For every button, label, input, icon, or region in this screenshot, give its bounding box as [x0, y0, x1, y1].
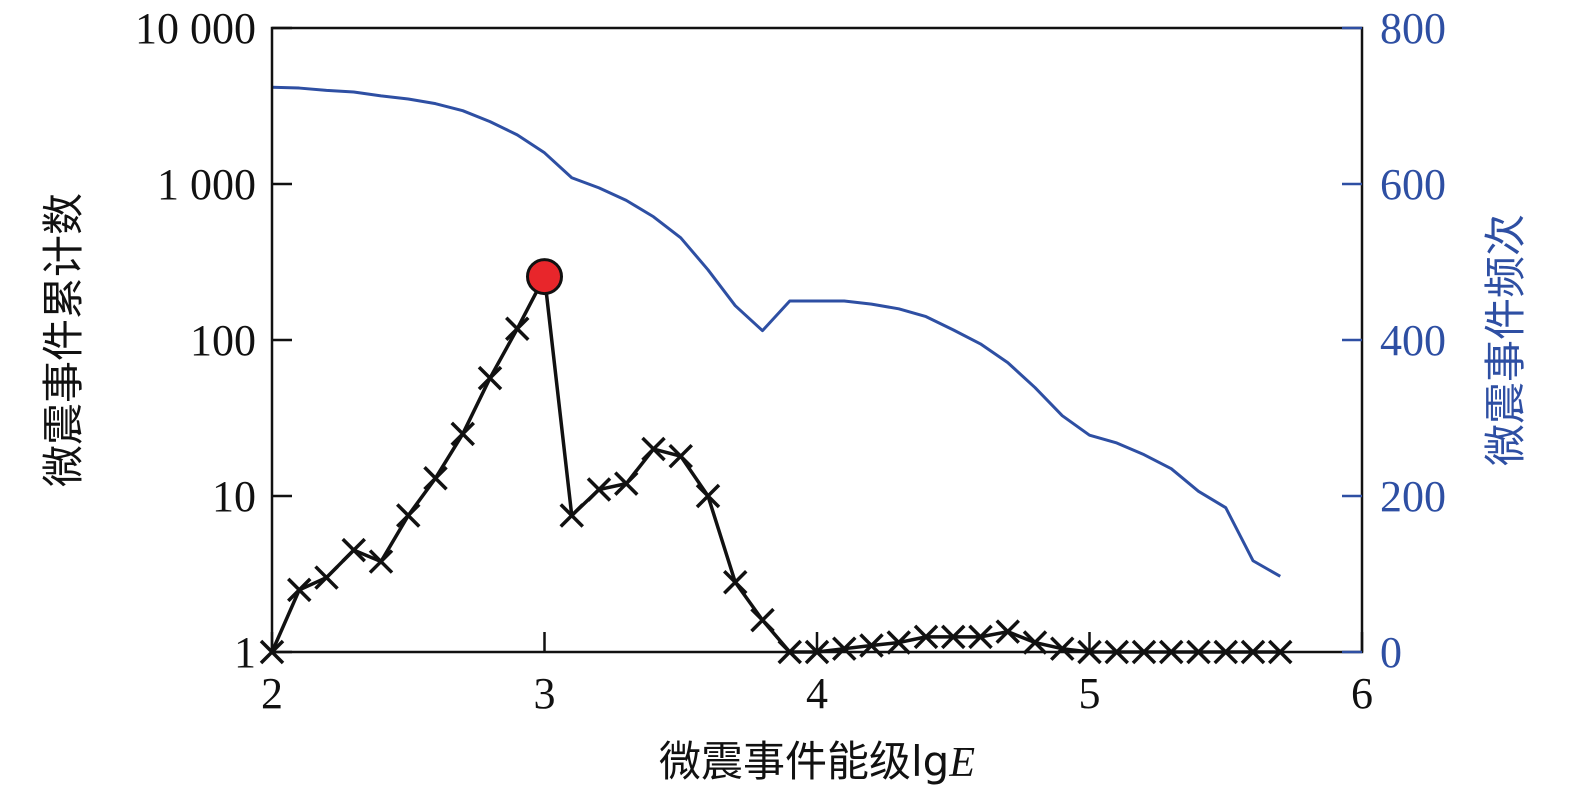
- cumulative-point-marker: [995, 619, 1020, 644]
- x-tick-label: 3: [534, 669, 556, 718]
- cumulative-point-marker: [1022, 630, 1048, 655]
- cumulative-point-marker: [968, 624, 993, 650]
- y-right-tick-label: 200: [1380, 472, 1446, 521]
- y-left-tick-label: 10: [212, 472, 256, 521]
- cumulative-point-marker: [695, 483, 721, 509]
- cumulative-point-marker: [423, 465, 448, 491]
- x-tick-label: 2: [261, 669, 283, 718]
- cumulative-point-marker: [941, 624, 966, 650]
- cumulative-point-marker: [614, 471, 639, 496]
- frequency-series-line: [271, 85, 1281, 578]
- right-series-layer: [271, 85, 1281, 578]
- labels-layer: 微震事件能级lgE 微震事件累计数 微震事件频次: [39, 193, 1530, 786]
- y-right-tick-label: 800: [1380, 4, 1446, 53]
- cumulative-point-marker: [505, 316, 530, 342]
- cumulative-point-marker: [1050, 636, 1075, 661]
- cumulative-point-marker: [450, 421, 475, 447]
- y-right-tick-label: 600: [1380, 160, 1446, 209]
- y-left-tick-label: 1 000: [157, 160, 256, 209]
- cumulative-point-marker: [586, 477, 612, 502]
- y-left-tick-label: 100: [190, 316, 256, 365]
- x-tick-label: 6: [1351, 669, 1373, 718]
- cumulative-point-marker: [641, 436, 666, 462]
- cumulative-point-marker: [287, 577, 312, 603]
- y-left-tick-label: 10 000: [135, 4, 256, 53]
- cumulative-point-marker: [559, 503, 584, 528]
- y-right-axis-title: 微震事件频次: [1481, 214, 1530, 466]
- cumulative-point-marker: [314, 565, 339, 590]
- y-left-axis-title: 微震事件累计数: [39, 193, 88, 487]
- cumulative-point-marker: [832, 636, 857, 661]
- x-axis-title-var: E: [948, 740, 975, 786]
- cumulative-point-marker: [750, 607, 775, 633]
- plot-frame: [270, 26, 1364, 654]
- x-axis-title-cn: 微震事件能级lg: [659, 737, 949, 786]
- cumulative-point-marker: [477, 365, 503, 391]
- cumulative-point-marker: [396, 503, 421, 528]
- cumulative-point-marker: [368, 549, 394, 574]
- x-tick-label: 5: [1079, 669, 1101, 718]
- cumulative-series-line: [270, 274, 1281, 654]
- x-axis-title: 微震事件能级lgE: [659, 737, 975, 786]
- y-left-tick-label: 1: [234, 628, 256, 677]
- cumulative-point-marker: [913, 624, 939, 650]
- axes-layer: [270, 26, 1364, 654]
- x-tick-label: 4: [806, 669, 828, 718]
- cumulative-point-marker: [723, 570, 748, 595]
- peak-highlight-marker: [526, 258, 563, 296]
- cumulative-point-marker: [341, 537, 366, 563]
- ticks-layer: 2 3 4 5 6 1 10 100 1 000 10 000 0 200 400 600 800: [135, 4, 1446, 718]
- cumulative-point-marker: [668, 443, 693, 469]
- cumulative-point-marker: [886, 630, 911, 655]
- y-right-tick-label: 0: [1380, 628, 1402, 677]
- y-right-tick-label: 400: [1380, 316, 1446, 365]
- left-series-layer: [259, 258, 1293, 665]
